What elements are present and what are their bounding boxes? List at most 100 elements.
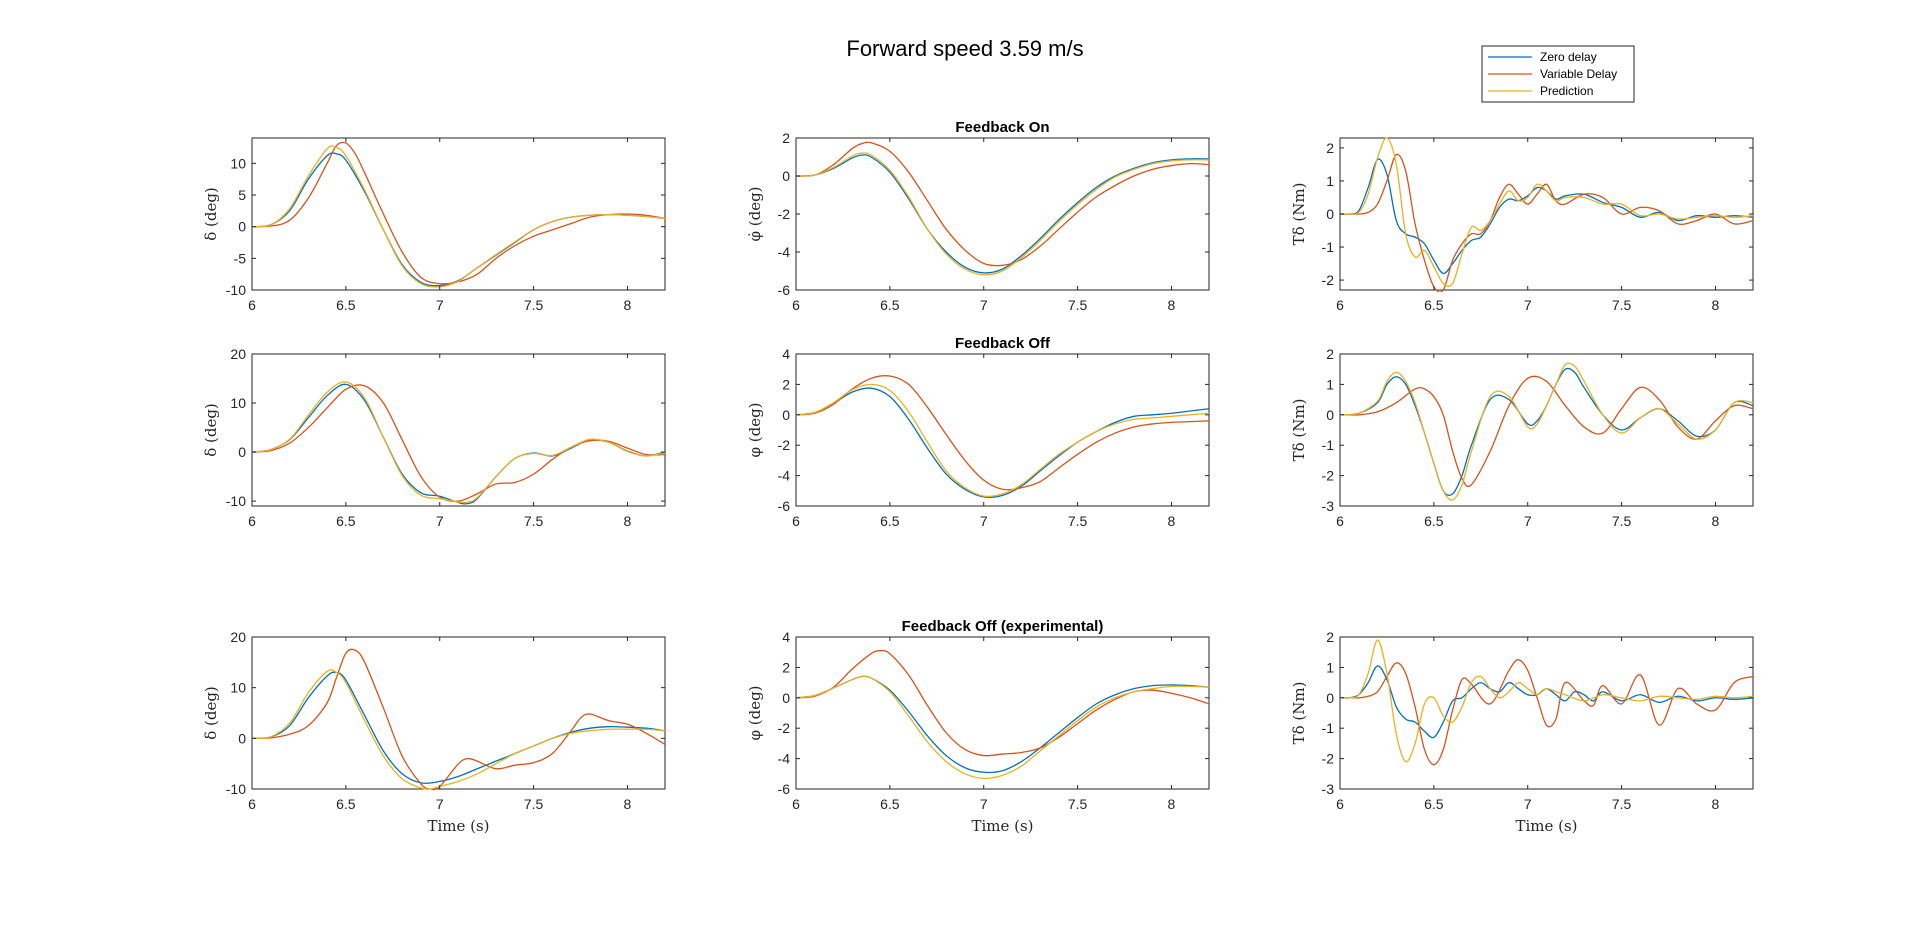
subplot-r0-c0: 6 6.5 7 7.5 8 -10 -5 0 5 10 δ (deg) [202, 137, 666, 313]
x-tick-label: 8 [624, 796, 632, 812]
x-tick-label: 6.5 [880, 297, 900, 313]
subplot-r2-c1: 6 6.5 7 7.5 8 -6 -4 -2 0 2 4 φ (deg) Time (s) Feedbac… [746, 618, 1210, 835]
x-tick-label: 7 [980, 796, 988, 812]
series-line-variable-delay [1340, 659, 1753, 766]
plot-frame [251, 353, 666, 507]
y-tick-label: -2 [1322, 272, 1335, 288]
y-tick-label: -1 [1322, 239, 1335, 255]
x-axis-label: Time (s) [427, 817, 489, 835]
subplot-r1-c1: 6 6.5 7 7.5 8 -6 -4 -2 0 2 4 φ (deg) Feedback Off [746, 335, 1210, 529]
series-group [796, 649, 1209, 780]
y-tick-label: 0 [782, 407, 790, 423]
x-tick-label: 6 [792, 796, 800, 812]
y-tick-label: 2 [782, 376, 790, 392]
series-line-variable-delay [252, 648, 665, 791]
x-tick-label: 6 [248, 796, 256, 812]
subplot-title: Feedback On [955, 119, 1049, 136]
y-tick-label: -10 [226, 781, 246, 797]
series-line-prediction [1340, 639, 1753, 763]
x-tick-label: 7.5 [1068, 513, 1088, 529]
legend-label-zero-delay: Zero delay [1540, 50, 1597, 64]
x-tick-label: 7.5 [1068, 297, 1088, 313]
x-tick-label: 6.5 [1424, 796, 1444, 812]
series-line-prediction [796, 675, 1209, 780]
subplot-r2-c0: 6 6.5 7 7.5 8 -10 0 10 20 δ (deg) Time (s) [202, 629, 666, 835]
x-tick-label: 7.5 [1612, 796, 1632, 812]
y-tick-label: 10 [230, 395, 246, 411]
series-line-variable-delay [252, 384, 665, 502]
y-axis-label: δ (deg) [202, 187, 220, 241]
y-tick-label: 1 [1326, 659, 1334, 675]
y-tick-label: -10 [226, 493, 246, 509]
series-group [796, 141, 1209, 276]
series-line-zero-delay [1340, 665, 1753, 739]
x-tick-label: 7 [436, 297, 444, 313]
y-tick-label: -2 [1322, 751, 1335, 767]
x-tick-label: 7 [1524, 513, 1532, 529]
x-tick-label: 6 [792, 297, 800, 313]
x-tick-label: 6 [248, 513, 256, 529]
x-tick-label: 7 [436, 513, 444, 529]
series-line-prediction [252, 145, 665, 288]
series-line-zero-delay [796, 387, 1209, 498]
series-line-prediction [1340, 362, 1753, 501]
x-tick-label: 6.5 [1424, 513, 1444, 529]
x-tick-label: 6.5 [1424, 297, 1444, 313]
y-tick-label: -2 [778, 437, 791, 453]
x-tick-label: 8 [624, 513, 632, 529]
legend-label-variable-delay: Variable Delay [1540, 67, 1617, 81]
y-tick-label: 0 [238, 444, 246, 460]
x-tick-label: 6.5 [336, 513, 356, 529]
x-tick-label: 7.5 [524, 796, 544, 812]
subplot-r0-c1: 6 6.5 7 7.5 8 -6 -4 -2 0 2 φ̇ (deg) Feedback On [746, 119, 1210, 313]
x-tick-label: 7.5 [1068, 796, 1088, 812]
series-line-variable-delay [796, 141, 1209, 267]
x-tick-label: 6.5 [880, 796, 900, 812]
y-tick-label: 20 [230, 629, 246, 645]
y-tick-label: 0 [1326, 690, 1334, 706]
series-line-prediction [252, 381, 665, 504]
x-tick-label: 7 [980, 513, 988, 529]
y-axis-label: φ (deg) [746, 685, 764, 740]
legend: Zero delay Variable Delay Prediction [1481, 45, 1635, 103]
y-tick-label: 2 [1326, 346, 1334, 362]
y-tick-label: -1 [1322, 437, 1335, 453]
series-line-zero-delay [1340, 158, 1753, 275]
x-axis-label: Time (s) [1515, 817, 1577, 835]
x-tick-label: 7.5 [524, 297, 544, 313]
y-axis-label: δ (deg) [202, 403, 220, 457]
y-tick-label: -2 [778, 720, 791, 736]
x-tick-label: 6 [248, 297, 256, 313]
y-tick-label: -4 [778, 468, 791, 484]
series-group [1340, 639, 1753, 766]
y-tick-label: -4 [778, 751, 791, 767]
y-tick-label: 2 [1326, 140, 1334, 156]
y-tick-label: 0 [1326, 206, 1334, 222]
y-tick-label: 4 [782, 629, 790, 645]
y-tick-label: 0 [238, 730, 246, 746]
x-tick-label: 8 [1168, 796, 1176, 812]
x-tick-label: 8 [1168, 513, 1176, 529]
subplot-r0-c2: 6 6.5 7 7.5 8 -2 -1 0 1 2 Tδ (Nm) [1290, 137, 1754, 313]
x-tick-label: 6.5 [880, 513, 900, 529]
y-tick-label: 10 [230, 155, 246, 171]
y-tick-label: 1 [1326, 173, 1334, 189]
y-tick-label: 0 [238, 219, 246, 235]
y-tick-label: 5 [238, 187, 246, 203]
series-group [252, 381, 665, 505]
y-tick-label: -2 [778, 206, 791, 222]
y-tick-label: 0 [782, 690, 790, 706]
series-line-prediction [1340, 137, 1753, 287]
series-group [796, 375, 1209, 498]
x-axis-label: Time (s) [971, 817, 1033, 835]
x-tick-label: 7 [436, 796, 444, 812]
y-tick-label: -3 [1322, 781, 1335, 797]
series-group [252, 141, 665, 288]
subplot-r1-c2: 6 6.5 7 7.5 8 -3 -2 -1 0 1 2 Tδ (Nm) [1290, 346, 1754, 529]
series-group [1340, 362, 1753, 501]
y-tick-label: -5 [234, 250, 247, 266]
series-line-prediction [796, 152, 1209, 276]
series-group [1340, 137, 1753, 292]
series-line-zero-delay [252, 671, 665, 785]
